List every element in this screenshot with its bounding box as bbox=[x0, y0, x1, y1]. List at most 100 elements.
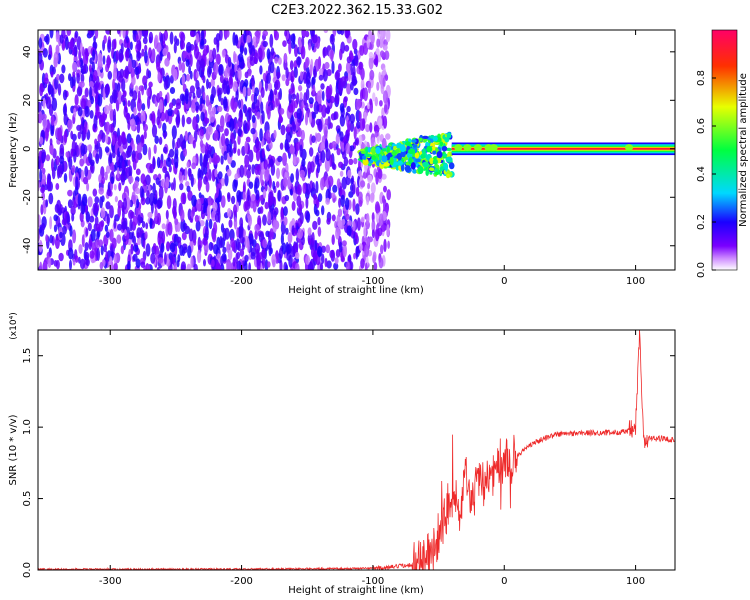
spectrogram-noise-cell bbox=[299, 203, 303, 211]
spectrogram-signal-cell bbox=[436, 151, 443, 159]
spectrogram-noise-cell bbox=[238, 99, 241, 109]
spectrogram-signal-cell bbox=[391, 150, 397, 156]
spectrogram-noise-cell bbox=[347, 169, 352, 179]
spectrogram-noise-cell bbox=[341, 176, 347, 190]
spectrogram-noise-cell bbox=[308, 43, 312, 51]
spectrogram-noise-cell bbox=[62, 103, 67, 116]
spectrogram-noise-cell bbox=[282, 242, 287, 255]
spectrogram-noise-cell bbox=[105, 121, 111, 135]
spectrogram-noise-cell bbox=[251, 164, 255, 175]
spectrogram-noise-cell bbox=[285, 244, 291, 255]
spectrogram-noise-cell bbox=[339, 170, 344, 177]
spectrogram-noise-cell bbox=[47, 257, 52, 269]
snr-x-ticks: -300 -200 -100 0 100 bbox=[99, 330, 645, 587]
spectrogram-noise-cell bbox=[134, 66, 140, 76]
spectrogram-noise-cell bbox=[237, 134, 241, 146]
spectrogram-signal-cell bbox=[396, 153, 403, 161]
spectrogram-noise-cell bbox=[122, 30, 126, 39]
spectrogram-noise-cell bbox=[293, 66, 298, 79]
spectrogram-noise-cell bbox=[317, 216, 321, 226]
spectrogram-noise-cell bbox=[156, 42, 162, 53]
spectrogram-noise-cell bbox=[373, 262, 378, 270]
spectrogram-noise-cell bbox=[49, 138, 53, 146]
spectrogram-noise-cell bbox=[158, 90, 163, 98]
spectrogram-noise-cell bbox=[101, 176, 105, 185]
spectrogram-noise-cell bbox=[68, 247, 74, 260]
spectrogram-noise-cell bbox=[259, 128, 263, 142]
spectrogram-noise-cell bbox=[116, 167, 120, 179]
spectrogram-noise-cell bbox=[362, 118, 366, 130]
spectrogram-noise-cell bbox=[248, 42, 253, 55]
spectrogram-noise-cell bbox=[229, 118, 235, 132]
spectrogram-noise-cell bbox=[262, 40, 268, 48]
spectrogram-noise-cell bbox=[237, 67, 242, 81]
spectrogram-noise-cell bbox=[285, 67, 289, 79]
spectrogram-noise-cell bbox=[72, 229, 77, 244]
spectrogram-signal-cell bbox=[414, 152, 420, 159]
spectrogram-noise-cell bbox=[233, 217, 238, 230]
spectrogram-noise-cell bbox=[247, 214, 252, 227]
spectrogram-noise-cell bbox=[255, 137, 259, 151]
spectrogram-noise-cell bbox=[158, 99, 164, 113]
spectrogram-noise-cell bbox=[371, 229, 375, 238]
spectrogram-noise-cell bbox=[192, 139, 196, 149]
spectrogram-noise-cell bbox=[282, 40, 287, 47]
spectrogram-noise-cell bbox=[195, 79, 200, 90]
spectrogram-noise-cell bbox=[323, 30, 329, 34]
spectrogram-noise-cell bbox=[150, 252, 156, 264]
spectrogram-noise-cell bbox=[67, 189, 73, 197]
spectrogram-noise-cell bbox=[312, 34, 318, 44]
spectrogram-noise-cell bbox=[362, 235, 368, 242]
spectrogram-noise-cell bbox=[315, 209, 320, 217]
spectrogram-noise-cell bbox=[340, 194, 346, 207]
spectrogram-noise-cell bbox=[307, 161, 312, 175]
snr-series-line bbox=[38, 330, 675, 570]
spectrogram-noise-cell bbox=[162, 48, 168, 57]
spectrogram-noise-cell bbox=[325, 139, 329, 153]
spectrogram-noise-cell bbox=[62, 89, 68, 101]
spectrogram-noise-cell bbox=[96, 75, 100, 89]
spectrogram-noise-cell bbox=[111, 237, 117, 249]
spectrogram-noise-cell bbox=[159, 249, 163, 259]
spectrogram-noise-cell bbox=[324, 257, 328, 268]
spectrogram-noise-cell bbox=[230, 132, 235, 144]
spectrogram-noise-cell bbox=[277, 91, 281, 101]
spectrogram-noise-cell bbox=[249, 200, 255, 209]
spectrogram-noise-cell bbox=[122, 90, 127, 97]
spectrogram-noise-cell bbox=[71, 213, 75, 222]
spectrogram-signal-cell bbox=[382, 148, 387, 152]
spectrogram-noise-cell bbox=[246, 119, 251, 132]
spectrogram-noise-cell bbox=[80, 73, 85, 84]
spectrogram-noise-cell bbox=[351, 75, 357, 87]
spectrogram-noise-cell bbox=[295, 252, 300, 260]
spectrogram-noise-cell bbox=[109, 152, 113, 164]
spectrogram-noise-cell bbox=[360, 180, 366, 188]
spectrogram-noise-cell bbox=[84, 242, 89, 251]
spectrogram-noise-cell bbox=[312, 220, 318, 230]
snr-x-tick-label: -200 bbox=[230, 576, 253, 587]
spectrogram-noise-cell bbox=[140, 261, 146, 269]
spectrogram-noise-cell bbox=[154, 135, 159, 144]
spectrogram-noise-cell bbox=[229, 150, 233, 158]
spectrogram-noise-cell bbox=[83, 176, 89, 185]
spectrogram-noise-cell bbox=[59, 34, 64, 44]
spectrogram-noise-cell bbox=[329, 249, 335, 259]
spectrogram-noise-cell bbox=[281, 74, 286, 82]
spectrogram-noise-cell bbox=[331, 214, 336, 222]
spectrogram-noise-cell bbox=[199, 139, 204, 149]
spectrogram-noise-cell bbox=[374, 96, 378, 107]
spectrogram-noise-cell bbox=[87, 196, 93, 208]
spectrogram-noise-cell bbox=[305, 183, 311, 196]
spectrogram-signal-cell bbox=[446, 173, 451, 179]
spectrogram-y-tick-label: 20 bbox=[22, 94, 33, 107]
spectrogram-noise-cell bbox=[370, 182, 376, 195]
spectrogram-noise-cell bbox=[71, 61, 78, 72]
spectrogram-noise-cell bbox=[269, 33, 274, 48]
spectrogram-noise-cell bbox=[144, 44, 148, 52]
spectrogram-signal-cell bbox=[365, 153, 372, 158]
spectrogram-noise-cell bbox=[104, 84, 111, 96]
colorbar-tick-label: 0.0 bbox=[696, 262, 707, 278]
spectrogram-noise-cell bbox=[127, 145, 133, 154]
spectrogram-noise-cell bbox=[149, 192, 155, 206]
spectrogram-noise-cell bbox=[243, 201, 248, 212]
